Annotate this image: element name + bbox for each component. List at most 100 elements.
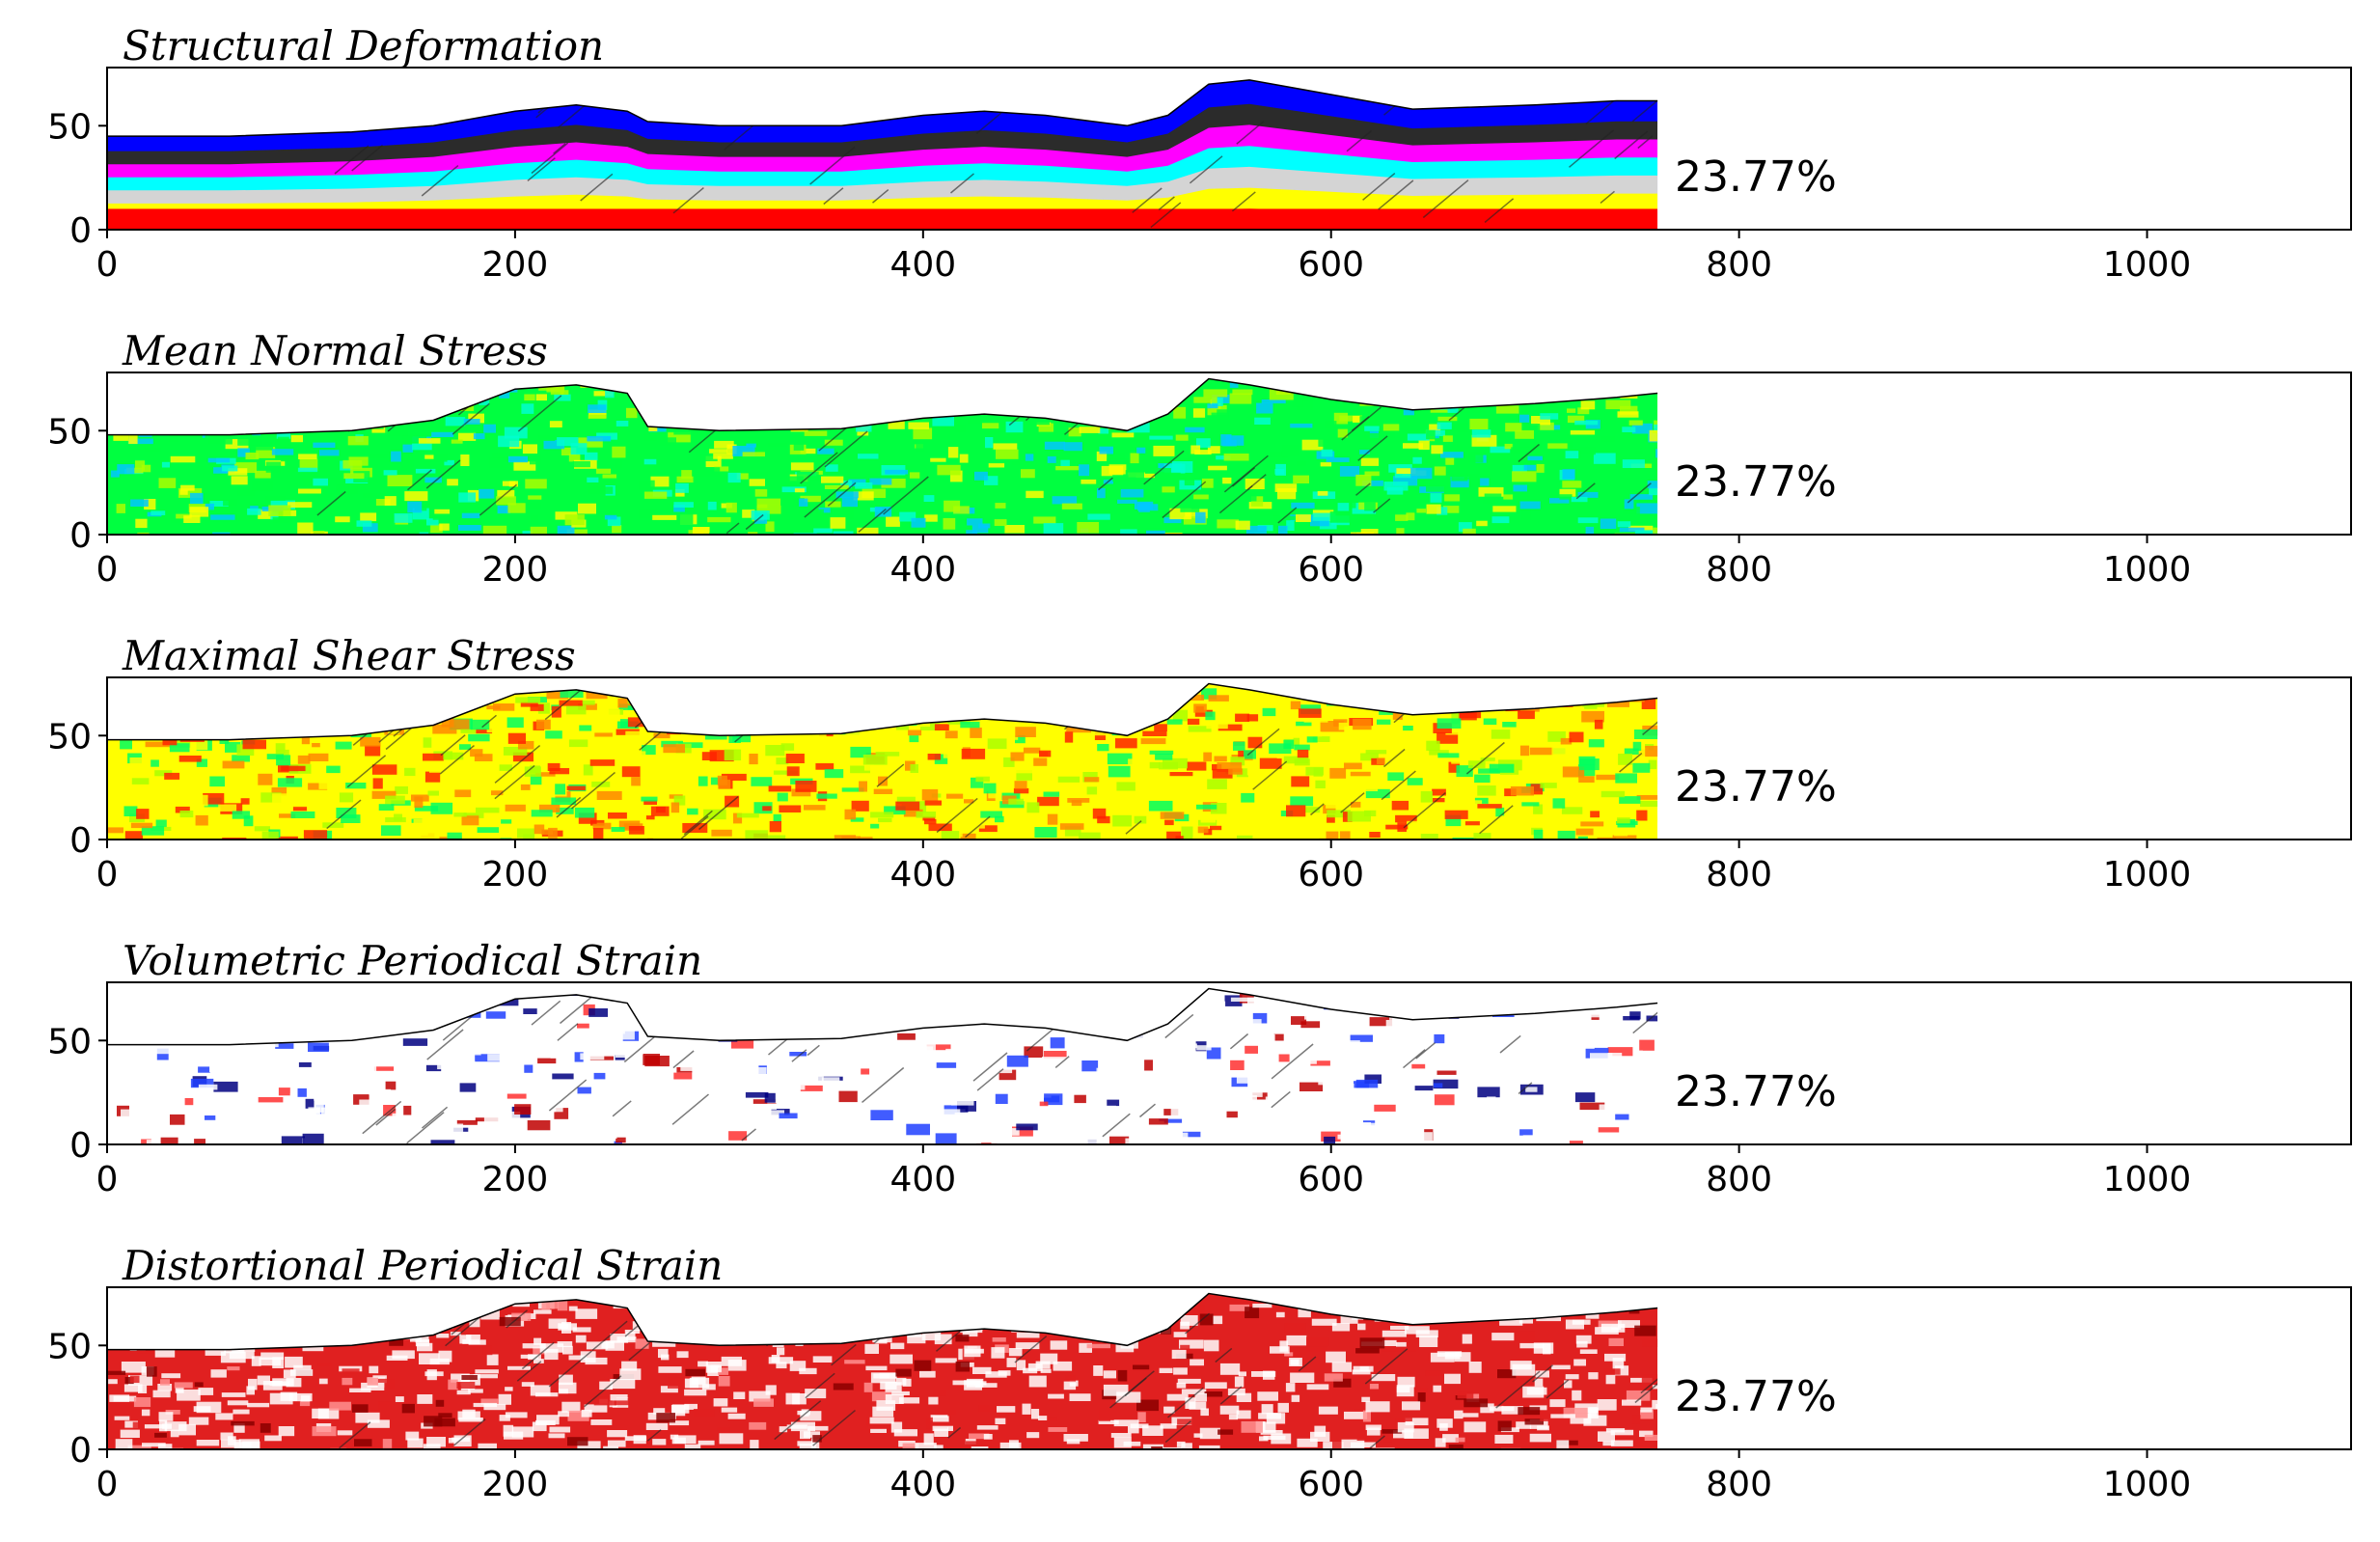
field-cell: [236, 744, 255, 757]
fault-streak: [612, 1100, 632, 1117]
fault-streak: [1499, 1034, 1521, 1054]
field-cell: [194, 1139, 205, 1144]
field-cell: [1337, 1134, 1353, 1140]
field-cell: [765, 1110, 784, 1119]
field-cell: [1262, 707, 1276, 717]
field-cell: [1228, 768, 1243, 775]
field-cell: [980, 811, 1002, 818]
field-cell: [1163, 1097, 1185, 1109]
field-cell: [298, 488, 321, 494]
field-cell: [522, 1343, 546, 1349]
field-cell: [1236, 1410, 1251, 1419]
field-cell: [430, 994, 449, 1000]
field-cell: [1205, 719, 1216, 728]
field-cell: [213, 467, 228, 474]
field-cell: [1405, 1326, 1430, 1335]
field-cell: [1203, 752, 1213, 762]
field-cell: [1033, 1079, 1049, 1089]
field-cell: [1636, 795, 1658, 800]
field-cell: [1473, 833, 1491, 840]
field-cell: [1134, 1020, 1149, 1028]
field-cell: [473, 1374, 498, 1379]
field-cell: [658, 392, 671, 398]
field-cell: [1086, 786, 1098, 795]
field-cell: [413, 818, 427, 831]
fault-streak: [1465, 741, 1505, 775]
field-cell: [975, 776, 990, 783]
field-cell: [438, 688, 450, 698]
fault-streak: [672, 1050, 695, 1069]
field-cell: [1622, 427, 1636, 432]
fault-streak: [809, 146, 856, 185]
field-cell: [1636, 503, 1658, 514]
field-cell: [1130, 453, 1139, 464]
field-cell: [1234, 1376, 1245, 1388]
field-cell: [1577, 836, 1588, 840]
field-cell: [1291, 399, 1303, 407]
field-cell: [1558, 1121, 1581, 1128]
field-cell: [172, 378, 184, 382]
field-cell: [129, 757, 148, 765]
fault-streak: [1403, 1049, 1426, 1069]
field-cell: [236, 1052, 256, 1063]
field-cell: [1244, 750, 1256, 759]
field-cell: [553, 1020, 567, 1029]
field-cell: [1585, 526, 1595, 535]
field-cell: [1601, 1066, 1618, 1077]
field-cell: [1455, 1004, 1475, 1009]
field-cell: [141, 1139, 151, 1144]
field-cell: [787, 476, 804, 486]
field-cell: [1648, 759, 1657, 770]
field-cell: [1325, 421, 1337, 429]
field-cell: [482, 525, 507, 535]
field-cell: [275, 743, 286, 755]
field-cell: [1357, 1323, 1366, 1331]
field-cell: [533, 1337, 542, 1345]
field-cell: [549, 768, 570, 775]
field-cell: [174, 1031, 184, 1038]
field-cell: [654, 1070, 670, 1075]
field-cell: [299, 1399, 311, 1407]
field-cell: [588, 409, 607, 419]
field-cell: [414, 1022, 432, 1028]
field-cell: [907, 1335, 926, 1344]
field-cell: [1039, 1101, 1049, 1107]
field-cell: [639, 1075, 657, 1082]
fault-streak: [531, 142, 569, 175]
field-cell: [645, 815, 655, 820]
field-cell: [465, 1064, 477, 1075]
field-cell: [414, 408, 437, 413]
field-cell: [1135, 473, 1155, 479]
field-cell: [1312, 736, 1330, 742]
field-cell: [1162, 689, 1180, 695]
fault-streak: [805, 1372, 835, 1399]
fault-streak: [560, 997, 592, 1025]
field-cell: [1140, 738, 1166, 745]
field-cell: [331, 702, 343, 710]
field-cell: [1348, 1116, 1368, 1126]
field-cell: [269, 699, 285, 703]
field-cell: [415, 1335, 429, 1343]
field-cell: [1395, 814, 1417, 823]
field-cell: [785, 1392, 801, 1405]
field-cell: [979, 1070, 989, 1078]
field-cell: [779, 805, 802, 812]
field-cell: [1429, 424, 1441, 435]
field-cell: [1066, 1308, 1084, 1317]
field-cell: [792, 498, 805, 508]
field-cell: [531, 810, 553, 817]
field-cell: [1226, 1111, 1238, 1118]
field-cell: [1304, 1014, 1322, 1020]
field-cell: [971, 413, 993, 424]
field-cell: [213, 1081, 238, 1092]
field-cell: [1142, 730, 1167, 736]
fault-streak: [334, 145, 369, 175]
fault-streak: [1236, 121, 1265, 145]
field-cell: [593, 828, 604, 840]
field-cell: [1640, 1407, 1653, 1413]
field-cell: [1154, 1082, 1177, 1093]
field-cell: [578, 812, 597, 824]
field-cell: [1448, 1444, 1464, 1449]
field-cell: [684, 1389, 707, 1396]
field-cell: [551, 1041, 569, 1050]
